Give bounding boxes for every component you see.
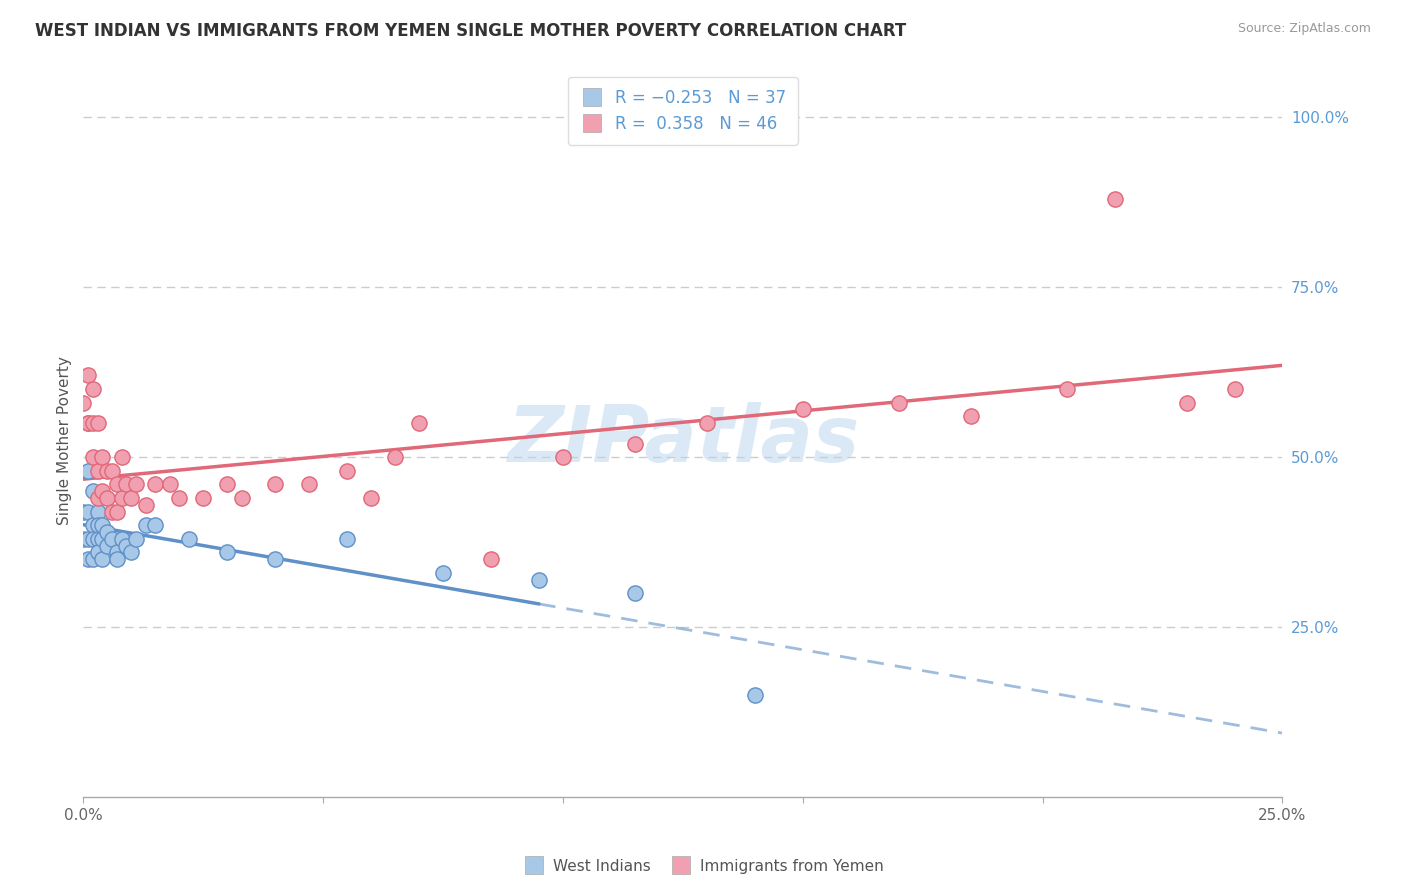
Point — [696, 416, 718, 430]
Point — [86, 464, 108, 478]
Point — [125, 532, 148, 546]
Point — [264, 477, 287, 491]
Text: WEST INDIAN VS IMMIGRANTS FROM YEMEN SINGLE MOTHER POVERTY CORRELATION CHART: WEST INDIAN VS IMMIGRANTS FROM YEMEN SIN… — [35, 22, 907, 40]
Point — [624, 436, 647, 450]
Point — [101, 532, 124, 546]
Point — [77, 552, 100, 566]
Point — [384, 450, 406, 464]
Point — [82, 518, 104, 533]
Point — [1056, 382, 1078, 396]
Point — [77, 504, 100, 518]
Point — [744, 688, 766, 702]
Point — [77, 464, 100, 478]
Point — [77, 368, 100, 383]
Point — [115, 539, 138, 553]
Point — [72, 532, 94, 546]
Text: ZIPatlas: ZIPatlas — [506, 402, 859, 478]
Point — [336, 464, 359, 478]
Point — [135, 518, 157, 533]
Point — [105, 552, 128, 566]
Point — [143, 477, 166, 491]
Point — [101, 504, 124, 518]
Point — [115, 477, 138, 491]
Point — [82, 552, 104, 566]
Point — [82, 484, 104, 499]
Point — [82, 416, 104, 430]
Point — [217, 545, 239, 559]
Point — [264, 552, 287, 566]
Point — [159, 477, 181, 491]
Point — [231, 491, 253, 505]
Point — [125, 477, 148, 491]
Point — [336, 532, 359, 546]
Y-axis label: Single Mother Poverty: Single Mother Poverty — [58, 356, 72, 524]
Point — [111, 491, 134, 505]
Point — [111, 450, 134, 464]
Point — [1104, 192, 1126, 206]
Point — [479, 552, 502, 566]
Point — [91, 450, 114, 464]
Text: Source: ZipAtlas.com: Source: ZipAtlas.com — [1237, 22, 1371, 36]
Point — [77, 416, 100, 430]
Point — [105, 477, 128, 491]
Point — [408, 416, 430, 430]
Point — [527, 573, 550, 587]
Point — [72, 395, 94, 409]
Point — [101, 464, 124, 478]
Point — [298, 477, 321, 491]
Point — [551, 450, 574, 464]
Point — [105, 504, 128, 518]
Point — [72, 504, 94, 518]
Point — [86, 504, 108, 518]
Point — [360, 491, 382, 505]
Point — [91, 532, 114, 546]
Point — [624, 586, 647, 600]
Point — [86, 545, 108, 559]
Point — [96, 464, 118, 478]
Point — [96, 539, 118, 553]
Point — [792, 402, 814, 417]
Point — [96, 524, 118, 539]
Legend: R = −0.253   N = 37, R =  0.358   N = 46: R = −0.253 N = 37, R = 0.358 N = 46 — [568, 77, 797, 145]
Point — [105, 545, 128, 559]
Point — [91, 484, 114, 499]
Point — [82, 532, 104, 546]
Point — [120, 491, 142, 505]
Point — [135, 498, 157, 512]
Point — [143, 518, 166, 533]
Point — [91, 552, 114, 566]
Point — [77, 416, 100, 430]
Point — [82, 382, 104, 396]
Point — [167, 491, 190, 505]
Point — [887, 395, 910, 409]
Point — [432, 566, 454, 580]
Point — [193, 491, 215, 505]
Point — [1223, 382, 1246, 396]
Point — [91, 518, 114, 533]
Point — [86, 491, 108, 505]
Point — [120, 545, 142, 559]
Point — [177, 532, 200, 546]
Point — [82, 450, 104, 464]
Point — [959, 409, 981, 424]
Point — [96, 491, 118, 505]
Point — [111, 532, 134, 546]
Point — [1175, 395, 1198, 409]
Point — [77, 532, 100, 546]
Point — [86, 518, 108, 533]
Point — [217, 477, 239, 491]
Legend: West Indians, Immigrants from Yemen: West Indians, Immigrants from Yemen — [516, 853, 890, 880]
Point — [86, 416, 108, 430]
Point — [86, 532, 108, 546]
